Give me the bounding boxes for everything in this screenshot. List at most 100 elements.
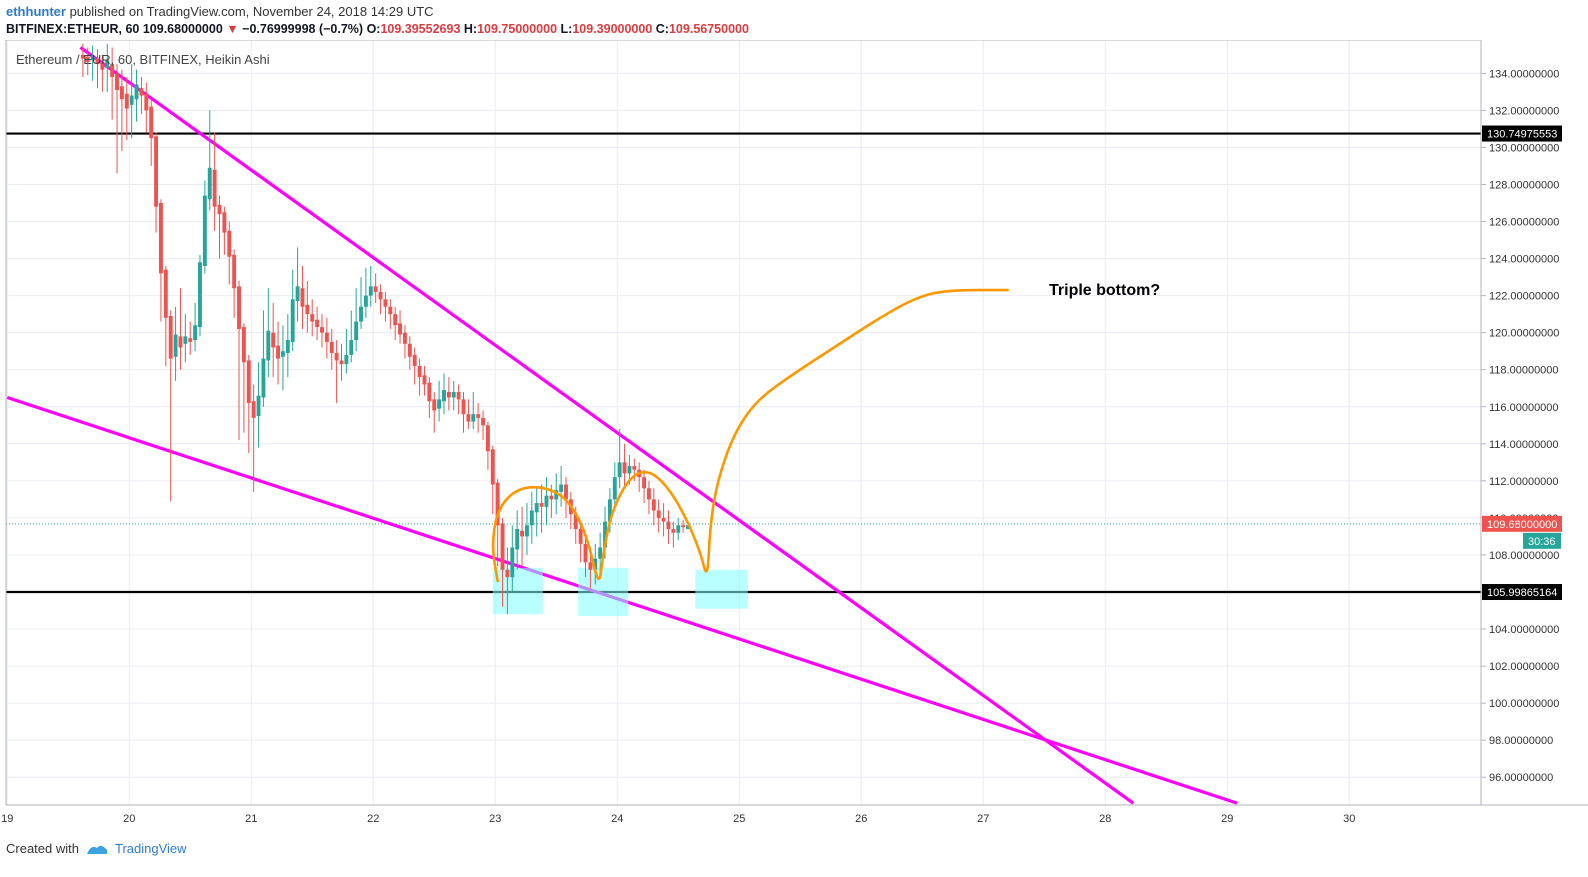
highlight-box bbox=[578, 567, 629, 617]
candle-body bbox=[383, 299, 388, 307]
y-tick-label: 122.00000000 bbox=[1489, 291, 1559, 303]
candle-body bbox=[666, 521, 671, 530]
y-tick-label: 104.00000000 bbox=[1489, 624, 1559, 636]
candle-body bbox=[80, 54, 85, 59]
price-chart[interactable]: Ethereum / EUR, 60, BITFINEX, Heikin Ash… bbox=[0, 40, 1588, 835]
candle-body bbox=[198, 262, 202, 328]
highlight-box bbox=[695, 569, 748, 609]
candle-body bbox=[622, 462, 627, 474]
countdown-tag bbox=[1523, 532, 1561, 549]
candle-body bbox=[593, 558, 598, 570]
y-tick-label: 96.00000000 bbox=[1489, 772, 1553, 784]
candle-body bbox=[466, 414, 471, 422]
candle-body bbox=[442, 390, 446, 402]
candle-body bbox=[324, 332, 329, 342]
candle-body bbox=[612, 477, 617, 500]
y-tick-label: 134.00000000 bbox=[1489, 68, 1559, 80]
level-price-tag bbox=[1482, 584, 1562, 601]
candle-body bbox=[485, 425, 490, 452]
candle-body bbox=[359, 306, 363, 322]
tradingview-link[interactable]: TradingView bbox=[114, 841, 187, 856]
chart-title: Ethereum / EUR, 60, BITFINEX, Heikin Ash… bbox=[16, 52, 270, 67]
candle-body bbox=[256, 395, 261, 417]
candle-body bbox=[524, 525, 529, 537]
candle-body bbox=[656, 510, 661, 518]
level-price-label: 105.99865164 bbox=[1487, 587, 1557, 599]
candle-body bbox=[85, 56, 90, 63]
candle-body bbox=[119, 86, 124, 100]
candle-body bbox=[315, 319, 320, 328]
candle-body bbox=[686, 525, 690, 530]
last-price-tag bbox=[1482, 515, 1562, 532]
candle-body bbox=[183, 336, 188, 344]
candle-body bbox=[632, 466, 637, 470]
candle-body bbox=[681, 525, 686, 528]
candle-body bbox=[412, 354, 417, 367]
x-tick-label: 28 bbox=[1099, 813, 1111, 825]
x-tick-label: 21 bbox=[245, 813, 257, 825]
candle-body bbox=[222, 212, 227, 233]
open-value: 109.39552693 bbox=[380, 22, 461, 36]
x-tick-label: 29 bbox=[1221, 813, 1233, 825]
y-tick-label: 100.00000000 bbox=[1489, 698, 1559, 710]
candle-body bbox=[305, 304, 310, 315]
symbol-label: BITFINEX:ETHEUR, 60 bbox=[6, 22, 140, 36]
candle-body bbox=[578, 529, 583, 544]
candle-body bbox=[505, 569, 510, 578]
candle-body bbox=[251, 401, 256, 418]
y-tick-label: 114.00000000 bbox=[1489, 439, 1559, 451]
close-label: C: bbox=[655, 22, 669, 36]
candle-body bbox=[461, 399, 466, 415]
candle-body bbox=[373, 286, 378, 292]
x-tick-label: 23 bbox=[489, 813, 501, 825]
candle-body bbox=[544, 495, 549, 507]
candle-body bbox=[671, 529, 676, 533]
candle-body bbox=[490, 449, 495, 485]
candle-body bbox=[168, 315, 173, 359]
candle-body bbox=[207, 167, 212, 200]
candle-body bbox=[642, 477, 647, 489]
last-price-label: 109.68000000 bbox=[1487, 519, 1557, 531]
candle-body bbox=[515, 529, 520, 550]
x-tick-label: 24 bbox=[611, 813, 623, 825]
candle-body bbox=[598, 547, 603, 559]
footer: Created with TradingView bbox=[6, 841, 187, 856]
candle-body bbox=[549, 495, 554, 500]
candle-body bbox=[646, 488, 651, 500]
candle-body bbox=[339, 360, 344, 365]
y-tick-label: 108.00000000 bbox=[1489, 550, 1559, 562]
candle-body bbox=[417, 366, 422, 378]
candle-body bbox=[363, 295, 368, 307]
candle-body bbox=[271, 332, 276, 348]
candle-body bbox=[154, 136, 159, 207]
y-tick-label: 102.00000000 bbox=[1489, 661, 1559, 673]
y-tick-label: 126.00000000 bbox=[1489, 217, 1559, 229]
down-arrow-icon: ▼ bbox=[226, 22, 239, 36]
candle-body bbox=[607, 499, 612, 522]
candle-body bbox=[105, 60, 110, 68]
candle-body bbox=[334, 353, 339, 361]
candle-body bbox=[407, 343, 412, 357]
low-label: L: bbox=[560, 22, 573, 36]
chart-grid bbox=[6, 40, 1481, 805]
candle-body bbox=[295, 286, 300, 302]
low-value: 109.39000000 bbox=[572, 22, 653, 36]
trendlines bbox=[6, 46, 1238, 805]
candle-body bbox=[227, 230, 232, 257]
candle-body bbox=[651, 499, 656, 511]
trendline bbox=[79, 46, 1135, 805]
candle-body bbox=[603, 521, 607, 548]
candle-body bbox=[202, 195, 207, 266]
author-link[interactable]: ethhunter bbox=[6, 4, 66, 19]
x-tick-label: 20 bbox=[123, 813, 135, 825]
candle-body bbox=[217, 204, 222, 215]
candle-body bbox=[349, 340, 354, 355]
candle-body bbox=[354, 321, 359, 341]
candle-body bbox=[539, 503, 544, 507]
publish-info: ethhunter published on TradingView.com, … bbox=[6, 4, 434, 19]
candle-body bbox=[310, 314, 315, 322]
candle-body bbox=[124, 93, 129, 109]
candle-body bbox=[583, 543, 588, 563]
x-tick-label: 25 bbox=[733, 813, 745, 825]
candle-body bbox=[212, 169, 217, 207]
